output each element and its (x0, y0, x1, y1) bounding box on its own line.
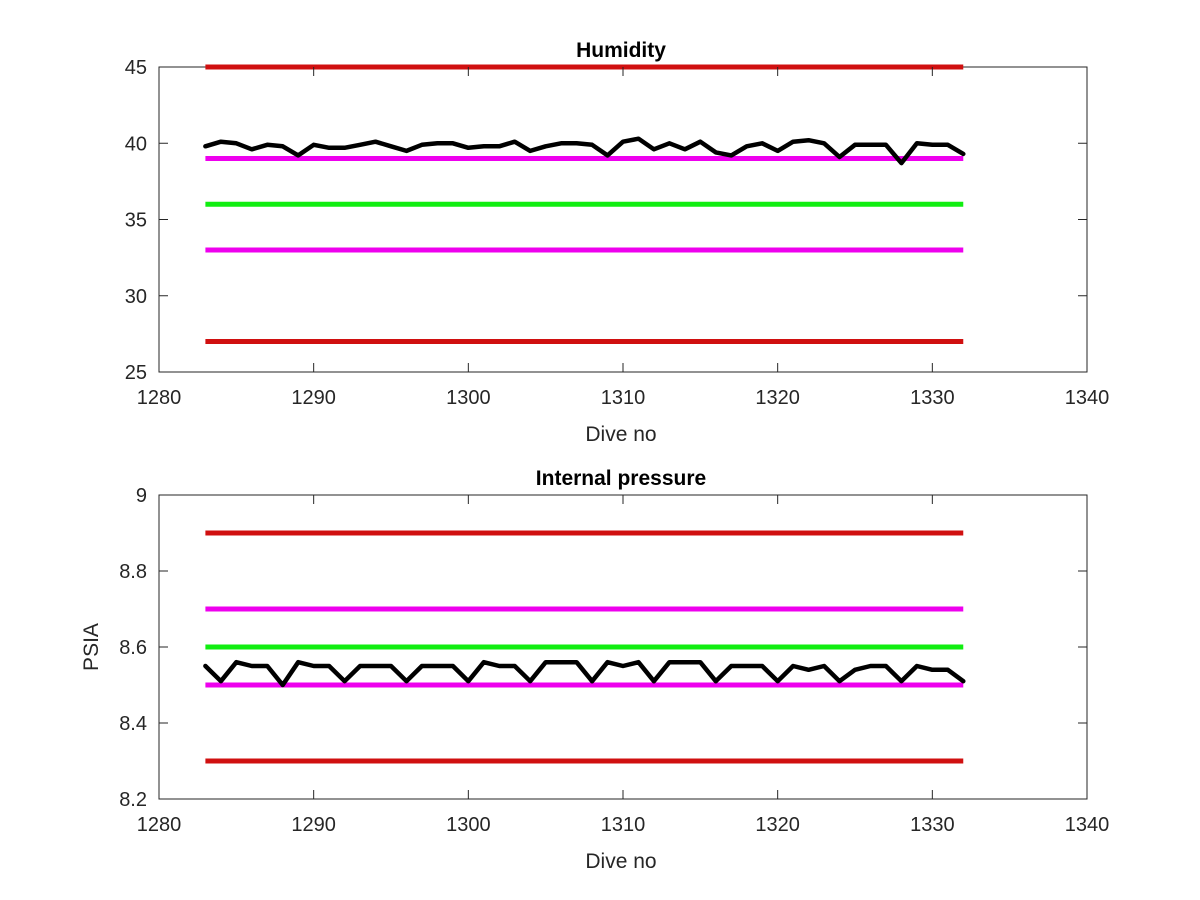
internal-pressure-y-tick-label: 8.2 (119, 789, 147, 811)
internal-pressure-series (203, 659, 966, 688)
internal-pressure-x-tick-label: 1320 (755, 814, 800, 836)
internal-pressure-x-tick-label: 1310 (601, 814, 646, 836)
humidity-y-tick-label: 25 (125, 362, 147, 384)
internal-pressure-x-tick-label: 1330 (910, 814, 955, 836)
humidity-y-tick-label: 40 (125, 133, 147, 155)
humidity-x-tick-label: 1330 (910, 387, 955, 409)
humidity-y-tick-label: 30 (125, 286, 147, 308)
internal-pressure-title: Internal pressure (536, 467, 706, 490)
humidity-y-tick-label: 35 (125, 210, 147, 232)
internal-pressure-y-axis-label: PSIA (80, 623, 103, 671)
humidity-data-line (203, 136, 966, 166)
humidity-reference-lines (205, 64, 964, 344)
humidity-series (203, 136, 966, 166)
humidity-x-tick-label: 1290 (291, 387, 336, 409)
humidity-y-ticks: 25 30 35 40 45 (125, 57, 1087, 384)
humidity-axes: Humidity 1280 1290 1300 1310 1320 1330 1340 25… (125, 39, 1110, 446)
humidity-x-ticks: 1280 1290 1300 1310 1320 1330 1340 (137, 67, 1110, 409)
internal-pressure-x-tick-label: 1280 (137, 814, 182, 836)
humidity-title: Humidity (576, 39, 666, 62)
humidity-x-tick-label: 1300 (446, 387, 491, 409)
internal-pressure-x-tick-label: 1290 (291, 814, 336, 836)
humidity-x-tick-label: 1280 (137, 387, 182, 409)
internal-pressure-y-tick-label: 8.6 (119, 637, 147, 659)
humidity-x-tick-label: 1320 (755, 387, 800, 409)
humidity-plot-area (158, 66, 1088, 373)
humidity-x-tick-label: 1340 (1065, 387, 1110, 409)
internal-pressure-y-tick-label: 8.4 (119, 713, 147, 735)
internal-pressure-y-tick-label: 8.8 (119, 561, 147, 583)
internal-pressure-x-tick-label: 1300 (446, 814, 491, 836)
internal-pressure-axes: Internal pressure 1280 1290 1300 1310 1320 13… (80, 467, 1109, 873)
internal-pressure-reference-lines (205, 530, 964, 764)
internal-pressure-y-tick-label: 9 (136, 485, 147, 507)
internal-pressure-x-axis-label: Dive no (585, 850, 656, 873)
humidity-x-tick-label: 1310 (601, 387, 646, 409)
internal-pressure-x-tick-label: 1340 (1065, 814, 1110, 836)
humidity-x-axis-label: Dive no (585, 423, 656, 446)
internal-pressure-y-ticks: 8.2 8.4 8.6 8.8 9 (119, 485, 1087, 811)
internal-pressure-x-ticks: 1280 1290 1300 1310 1320 1330 1340 (137, 495, 1110, 836)
humidity-y-tick-label: 45 (125, 57, 147, 79)
internal-pressure-data-line (203, 659, 966, 688)
